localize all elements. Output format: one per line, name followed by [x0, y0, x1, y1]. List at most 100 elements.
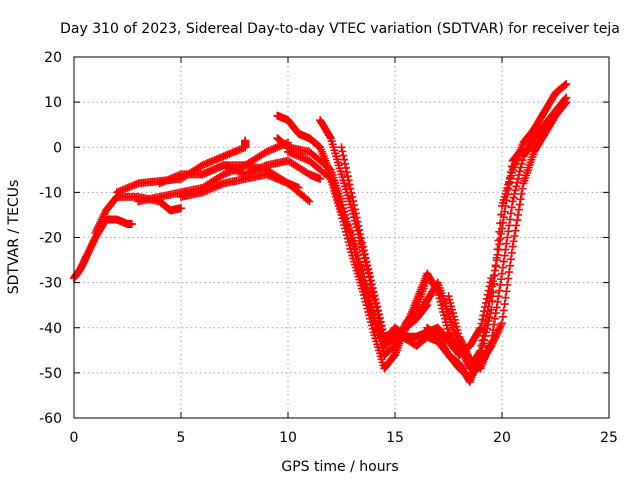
data-point: [479, 331, 488, 340]
data-point: [498, 218, 507, 227]
data-point: [491, 261, 500, 270]
data-point: [503, 190, 512, 199]
data-point: [487, 287, 496, 296]
data-point: [361, 253, 370, 262]
data-point: [500, 300, 509, 309]
grid: [74, 57, 609, 418]
data-point: [375, 313, 384, 322]
data-point: [505, 179, 514, 188]
data-point: [358, 238, 367, 247]
data-point: [294, 183, 303, 192]
data-point: [514, 205, 523, 214]
data-point: [499, 257, 508, 266]
data-point: [303, 195, 312, 204]
data-point: [341, 163, 350, 172]
data-point: [325, 173, 334, 182]
data-point: [478, 315, 487, 324]
data-point: [477, 341, 486, 350]
data-point: [241, 136, 250, 145]
y-tick-label: 10: [44, 95, 62, 111]
data-point: [480, 326, 489, 335]
data-point: [515, 200, 524, 209]
y-tick-label: -30: [39, 276, 62, 292]
data-point: [510, 231, 519, 240]
data-point: [504, 274, 513, 283]
data-point: [337, 143, 346, 152]
data-point: [496, 235, 505, 244]
data-point: [517, 189, 526, 198]
data-point: [355, 225, 364, 234]
data-point: [494, 245, 503, 254]
data-point: [373, 302, 382, 311]
data-point: [359, 246, 368, 255]
series-track-14: [444, 93, 571, 373]
axis-ticks: 0 5 10 15 20 25 -60 -50 -40 -30 -20 -10 0 10 20: [39, 50, 618, 446]
y-tick-label: 20: [44, 50, 62, 66]
data-point: [514, 171, 523, 180]
y-tick-label: -40: [39, 321, 62, 337]
data-point: [507, 203, 516, 212]
data-point: [515, 167, 524, 176]
data-point: [492, 256, 501, 265]
data-point: [353, 217, 362, 226]
data-point: [494, 236, 503, 245]
data-point: [366, 272, 375, 281]
data-point: [349, 201, 358, 210]
data-point: [475, 347, 484, 356]
data-point: [490, 314, 499, 323]
data-point: [494, 292, 503, 301]
data-point: [356, 230, 365, 239]
data-point: [501, 293, 510, 302]
data-point: [495, 286, 504, 295]
data-point: [365, 268, 374, 277]
data-point: [354, 221, 363, 230]
x-tick-label: 20: [493, 430, 511, 446]
data-point: [367, 280, 376, 289]
data-point: [500, 251, 509, 260]
data-point: [478, 336, 487, 345]
data-point: [305, 197, 314, 206]
data-point: [503, 233, 512, 242]
data-point: [502, 196, 511, 205]
data-point: [338, 147, 347, 156]
data-point: [346, 184, 355, 193]
plot-series: [70, 80, 571, 386]
data-point: [485, 297, 494, 306]
data-point: [502, 287, 511, 296]
data-point: [516, 163, 525, 172]
data-point: [351, 209, 360, 218]
data-point: [508, 242, 517, 251]
y-tick-label: -60: [39, 411, 62, 427]
data-point: [493, 297, 502, 306]
data-point: [513, 178, 522, 187]
data-point: [488, 331, 497, 340]
data-point: [562, 80, 571, 89]
data-point: [508, 197, 517, 206]
data-point: [364, 265, 373, 274]
data-point: [370, 291, 379, 300]
data-point: [502, 239, 511, 248]
data-point: [498, 319, 506, 328]
data-point: [509, 237, 518, 246]
data-point: [352, 213, 361, 222]
data-point: [341, 159, 350, 168]
x-axis-label: GPS time / hours: [281, 459, 398, 475]
data-point: [483, 307, 492, 316]
data-point: [506, 168, 515, 177]
data-point: [377, 321, 386, 330]
data-point: [325, 164, 334, 173]
data-point: [476, 346, 485, 355]
data-point: [510, 189, 519, 198]
data-point: [348, 192, 357, 201]
data-point: [498, 263, 507, 272]
data-point: [340, 155, 349, 164]
data-point: [489, 277, 498, 286]
data-point: [562, 93, 571, 102]
data-point: [506, 173, 515, 182]
data-point: [496, 280, 505, 289]
data-point: [366, 276, 375, 285]
data-point: [501, 201, 510, 210]
data-point: [374, 306, 383, 315]
data-point: [127, 219, 136, 228]
